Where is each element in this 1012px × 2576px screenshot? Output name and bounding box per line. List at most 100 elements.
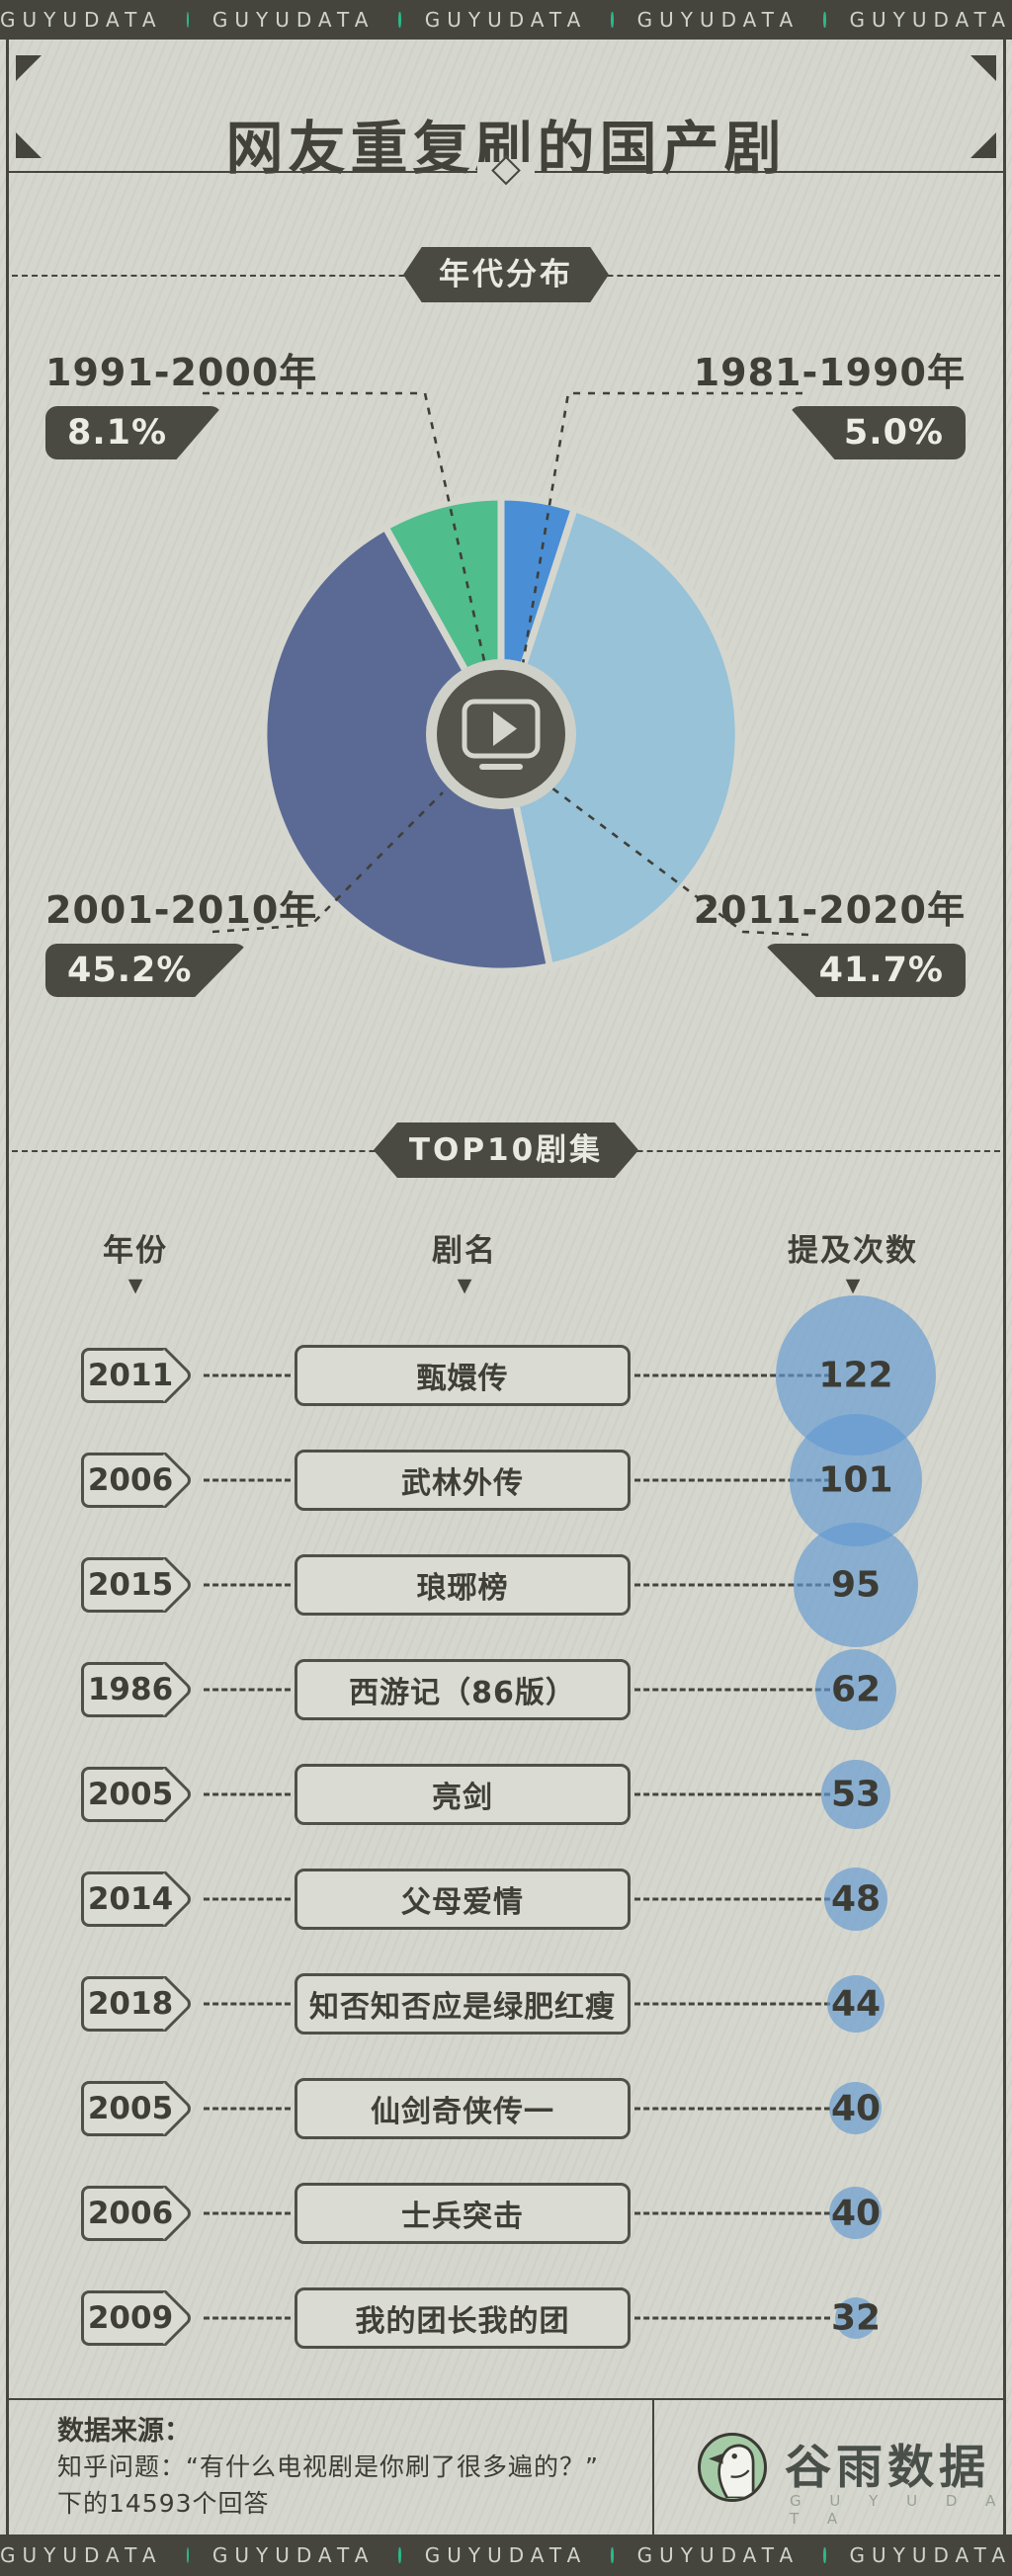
drama-title-box: 武林外传 [295,1450,631,1511]
connector-dash [634,2316,830,2320]
leader-line-bl [211,791,444,934]
pie-chart-svg [203,391,809,975]
connector-dash [634,1897,830,1901]
tv-screen-icon [462,699,541,759]
mentions-value: 32 [830,2297,882,2339]
top10-rows: 2011 甄嬛传 122 2006 武林外传 101 2015 琅琊榜 95 1986 西游记（86… [0,1295,1012,2383]
mentions-bubble [824,1868,887,1931]
drama-title-box: 西游记（86版） [295,1659,631,1720]
pie-callout-1981-1990年: 1981-1990年 5.0% [694,342,966,459]
pie-section-badge: 年代分布 [403,247,609,302]
mentions-value: 44 [830,1983,882,2025]
table-row: 2009 我的团长我的团 32 [0,2266,1012,2370]
drama-title-box: 知否知否应是绿肥红瘦 [295,1973,631,2035]
connector-dash [634,2211,830,2215]
table-row: 2018 知否知否应是绿肥红瘦 44 [0,1952,1012,2056]
brand-dot-icon [611,2547,614,2563]
year-tag: 2018 [81,1975,195,2033]
mentions-bubble [815,1649,896,1730]
year-value: 2006 [87,2196,174,2231]
pie-callout-2011-2020年: 2011-2020年 41.7% [694,879,966,997]
year-tag: 2015 [81,1556,195,1614]
mentions-value: 101 [818,1459,893,1501]
mentions-value: 40 [830,2193,882,2234]
connector-dash [204,2211,291,2215]
year-value: 2014 [87,1881,174,1917]
title-corner-mark [970,55,996,81]
mentions-bubble [794,1523,918,1647]
brand-wordmark: GUYUDATA [636,2543,801,2567]
mentions-value: 95 [830,1564,882,1606]
caret-down-icon: ▼ [127,1275,143,1296]
brand-dot-icon [823,12,826,28]
brand-dot-icon [611,12,614,28]
year-value: 2018 [87,1986,174,2022]
year-value: 2005 [87,1777,174,1812]
pie-slice-2011-2020年 [497,505,742,970]
data-source-line2: 下的14593个回答 [57,2489,270,2518]
top-brand-bar: GUYUDATA GUYUDATA GUYUDATA GUYUDATA GUYUDATA [0,0,1012,40]
brand-wordmark: GUYUDATA [849,2543,1012,2567]
column-header-mentions: 提及次数 [788,1233,918,1269]
connector-dash [204,1373,291,1377]
table-row: 2011 甄嬛传 122 [0,1295,1012,1455]
brand-wordmark: GUYUDATA [0,8,163,32]
pie-slice-2001-2010年 [260,523,553,975]
callout-year-label: 2011-2020年 [693,888,966,932]
table-row: 2015 琅琊榜 95 [0,1523,1012,1647]
frame-left-border [6,40,9,2534]
year-tag-body [81,2290,166,2346]
connector-dash [634,1792,830,1796]
mentions-bubble [821,1760,890,1829]
footer-divider [9,2398,1003,2400]
table-row: 2005 仙剑奇侠传一 40 [0,2056,1012,2161]
brand-dot-icon [823,2547,826,2563]
callout-year-label: 2001-2010年 [45,888,318,932]
mentions-value: 48 [830,1878,882,1920]
connector-dash [204,1897,291,1901]
bottom-brand-bar: GUYUDATA GUYUDATA GUYUDATA GUYUDATA GUYUDATA [0,2534,1012,2576]
connector-dash [634,1583,830,1587]
frame-right-border [1003,40,1006,2534]
callout-percent-badge: 41.7% [763,944,966,997]
year-tag: 1986 [81,1661,195,1718]
connector-dash [204,1583,291,1587]
callout-year-label: 1991-2000年 [45,351,318,394]
pie-callout-1991-2000年: 1991-2000年 8.1% [45,342,317,459]
table-row: 2014 父母爱情 48 [0,1847,1012,1952]
mentions-value: 53 [830,1774,882,1815]
connector-dash [204,1478,291,1482]
brand-wordmark: GUYUDATA [636,8,801,32]
data-source-label: 数据来源： [57,2416,191,2447]
callout-percent-badge: 5.0% [788,406,966,459]
connector-dash [204,1792,291,1796]
brand-dot-icon [186,12,189,28]
mentions-value: 62 [830,1669,882,1710]
callout-percent-badge: 8.1% [45,406,223,459]
year-tag: 2014 [81,1870,195,1928]
brand-wordmark: GUYUDATA [211,8,376,32]
year-tag: 2009 [81,2289,195,2347]
caret-down-icon: ▼ [457,1275,472,1296]
mentions-value: 122 [818,1355,893,1396]
play-icon [493,711,517,746]
top10-section-badge: TOP10剧集 [373,1122,639,1178]
drama-title-box: 仙剑奇侠传一 [295,2078,631,2139]
brand-dot-icon [398,12,401,28]
logo-wordmark-cn: 谷雨数据 [785,2441,990,2495]
year-tag: 2006 [81,1452,195,1509]
callout-percent-badge: 45.2% [45,944,248,997]
brand-wordmark: GUYUDATA [211,2543,376,2567]
leader-line-tr [520,391,802,671]
drama-title-box: 琅琊榜 [295,1554,631,1616]
callout-year-label: 1981-1990年 [693,351,966,394]
mentions-value: 40 [830,2088,882,2129]
column-header-title: 剧名 [432,1233,497,1269]
year-value: 2009 [87,2300,174,2336]
leader-line-br [550,786,809,937]
connector-dash [634,1478,830,1482]
connector-dash [634,2002,830,2006]
column-header-year: 年份 [103,1233,168,1269]
connector-dash [634,1688,830,1692]
brand-wordmark: GUYUDATA [0,2543,163,2567]
